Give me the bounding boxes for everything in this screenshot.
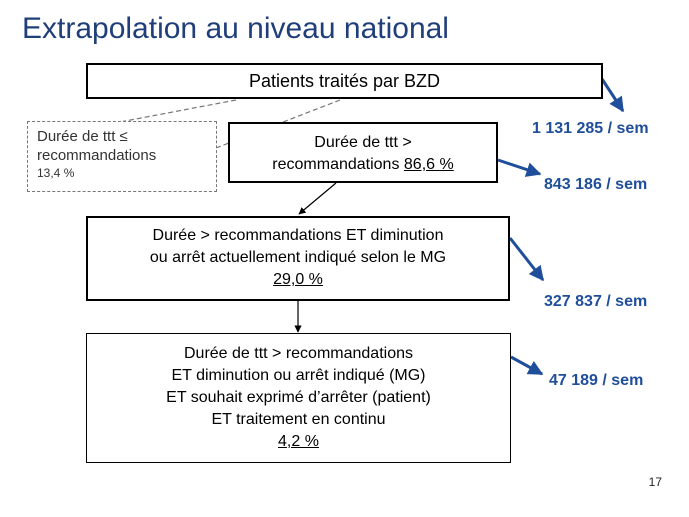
box-mg-line2: ou arrêt actuellement indiqué selon le M… [149, 249, 447, 266]
box-duration-above-pct: 86,6 % [403, 156, 454, 173]
box-patients-bzd: Patients traités par BZD [86, 63, 603, 99]
figure-mg-week: 327 837 / sem [544, 293, 648, 310]
box-final-criteria: Durée de ttt > recommandations ET diminu… [86, 333, 511, 463]
dashed-connector-left [119, 99, 237, 123]
box-mg-line1: Durée > recommandations ET diminution [152, 227, 444, 244]
box-duration-below-line1: Durée de ttt ≤ [37, 128, 128, 145]
box-final-line3: ET souhait exprimé d’arrêter (patient) [166, 389, 431, 406]
box-duration-above-line1: Durée de ttt > [314, 134, 412, 151]
slide-title: Extrapolation au niveau national [22, 12, 449, 45]
box-patients-label: Patients traités par BZD [248, 71, 441, 91]
box-mg-pct: 29,0 % [273, 271, 323, 288]
box-final-pct: 4,2 % [278, 433, 319, 450]
box-final-line2: ET diminution ou arrêt indiqué (MG) [171, 367, 426, 384]
arrow-long-to-mg [298, 182, 337, 215]
blue-arrow-4 [510, 355, 544, 376]
box-final-line1: Durée de ttt > recommandations [183, 345, 413, 362]
box-duration-above: Durée de ttt > recommandations 86,6 % [228, 122, 498, 183]
blue-arrow-2 [497, 158, 542, 177]
figure-final-week: 47 189 / sem [549, 372, 644, 389]
box-final-line4: ET traitement en continu [211, 411, 386, 428]
blue-arrow-1 [600, 78, 625, 113]
figure-duration-above-week: 843 186 / sem [544, 176, 648, 193]
box-mg-indicated: Durée > recommandations ET diminution ou… [86, 216, 510, 301]
page-number: 17 [648, 475, 662, 489]
box-duration-above-line2-wrap: recommandations 86,6 % [230, 154, 496, 176]
box-duration-above-line2: recommandations [272, 156, 400, 173]
box-duration-below-line2: recommandations [37, 147, 157, 164]
box-duration-below: Durée de ttt ≤ recommandations 13,4 % [27, 121, 217, 192]
figure-patients-week: 1 131 285 / sem [532, 120, 649, 137]
blue-arrow-3 [508, 237, 545, 282]
box-duration-below-pct: 13,4 % [37, 166, 75, 180]
